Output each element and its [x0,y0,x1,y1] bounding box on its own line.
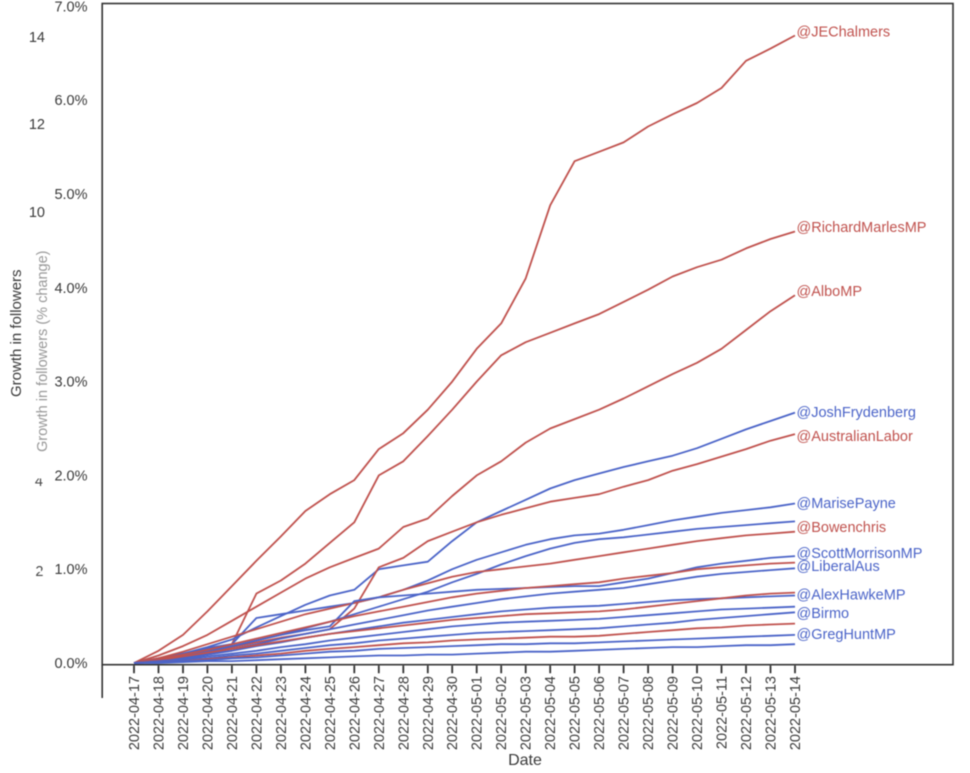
svg-text:@JoshFrydenberg: @JoshFrydenberg [797,405,917,421]
svg-text:2022-04-26: 2022-04-26 [347,676,363,750]
svg-text:@ScottMorrisonMP: @ScottMorrisonMP [797,546,923,562]
svg-text:4: 4 [35,474,43,490]
svg-text:2022-04-21: 2022-04-21 [225,676,241,750]
svg-text:0.0%: 0.0% [54,656,87,672]
svg-text:2022-05-10: 2022-05-10 [690,676,706,750]
svg-text:6.0%: 6.0% [54,93,87,109]
svg-text:2022-04-20: 2022-04-20 [200,676,216,750]
svg-text:2022-05-09: 2022-05-09 [666,676,682,750]
svg-text:@JEChalmers: @JEChalmers [797,25,891,41]
svg-text:2.0%: 2.0% [54,468,87,484]
svg-text:14: 14 [29,30,45,46]
svg-text:@AlexHawkeMP: @AlexHawkeMP [797,588,906,604]
svg-text:1.0%: 1.0% [54,562,87,578]
svg-text:10: 10 [29,205,45,221]
svg-text:2022-04-22: 2022-04-22 [249,676,265,750]
svg-text:@GregHuntMP: @GregHuntMP [797,627,896,643]
svg-text:@RichardMarlesMP: @RichardMarlesMP [797,220,927,236]
svg-text:2022-05-11: 2022-05-11 [715,676,731,749]
svg-text:@Birmo: @Birmo [797,606,850,622]
svg-text:2022-05-13: 2022-05-13 [764,676,780,750]
svg-text:2022-04-18: 2022-04-18 [152,676,168,750]
svg-text:5.0%: 5.0% [54,187,87,203]
svg-text:3.0%: 3.0% [54,375,87,391]
svg-text:12: 12 [29,117,45,133]
svg-text:2022-05-03: 2022-05-03 [519,676,535,750]
svg-text:2022-04-29: 2022-04-29 [421,676,437,750]
svg-text:2022-05-12: 2022-05-12 [739,676,755,750]
svg-text:@AlboMP: @AlboMP [797,284,863,300]
svg-text:@Bowenchris: @Bowenchris [797,520,887,536]
svg-text:@MarisePayne: @MarisePayne [797,496,896,512]
svg-text:2022-05-06: 2022-05-06 [592,676,608,750]
svg-text:2022-04-30: 2022-04-30 [445,676,461,750]
svg-text:2022-04-27: 2022-04-27 [372,676,388,750]
svg-text:2022-04-23: 2022-04-23 [274,676,290,750]
svg-text:7.0%: 7.0% [54,0,87,15]
svg-text:2022-05-14: 2022-05-14 [788,676,804,750]
svg-text:2022-05-05: 2022-05-05 [568,676,584,750]
svg-text:2022-04-28: 2022-04-28 [396,676,412,750]
svg-text:2022-05-08: 2022-05-08 [641,676,657,750]
svg-text:2022-05-07: 2022-05-07 [617,676,633,750]
svg-text:2022-05-04: 2022-05-04 [543,676,559,750]
svg-text:2022-04-24: 2022-04-24 [298,676,314,750]
svg-text:2022-04-19: 2022-04-19 [176,676,192,750]
svg-text:2022-05-01: 2022-05-01 [470,676,486,750]
svg-text:4.0%: 4.0% [54,281,87,297]
svg-text:@AustralianLabor: @AustralianLabor [797,429,913,445]
svg-text:2022-05-02: 2022-05-02 [494,676,510,750]
svg-text:2022-04-17: 2022-04-17 [127,676,143,750]
svg-text:Growth in followers: Growth in followers [8,269,25,397]
svg-text:Date: Date [508,752,542,768]
svg-text:2022-04-25: 2022-04-25 [323,676,339,750]
svg-text:Growth in followers (% change): Growth in followers (% change) [35,251,51,452]
svg-text:@LiberalAus: @LiberalAus [797,559,880,575]
